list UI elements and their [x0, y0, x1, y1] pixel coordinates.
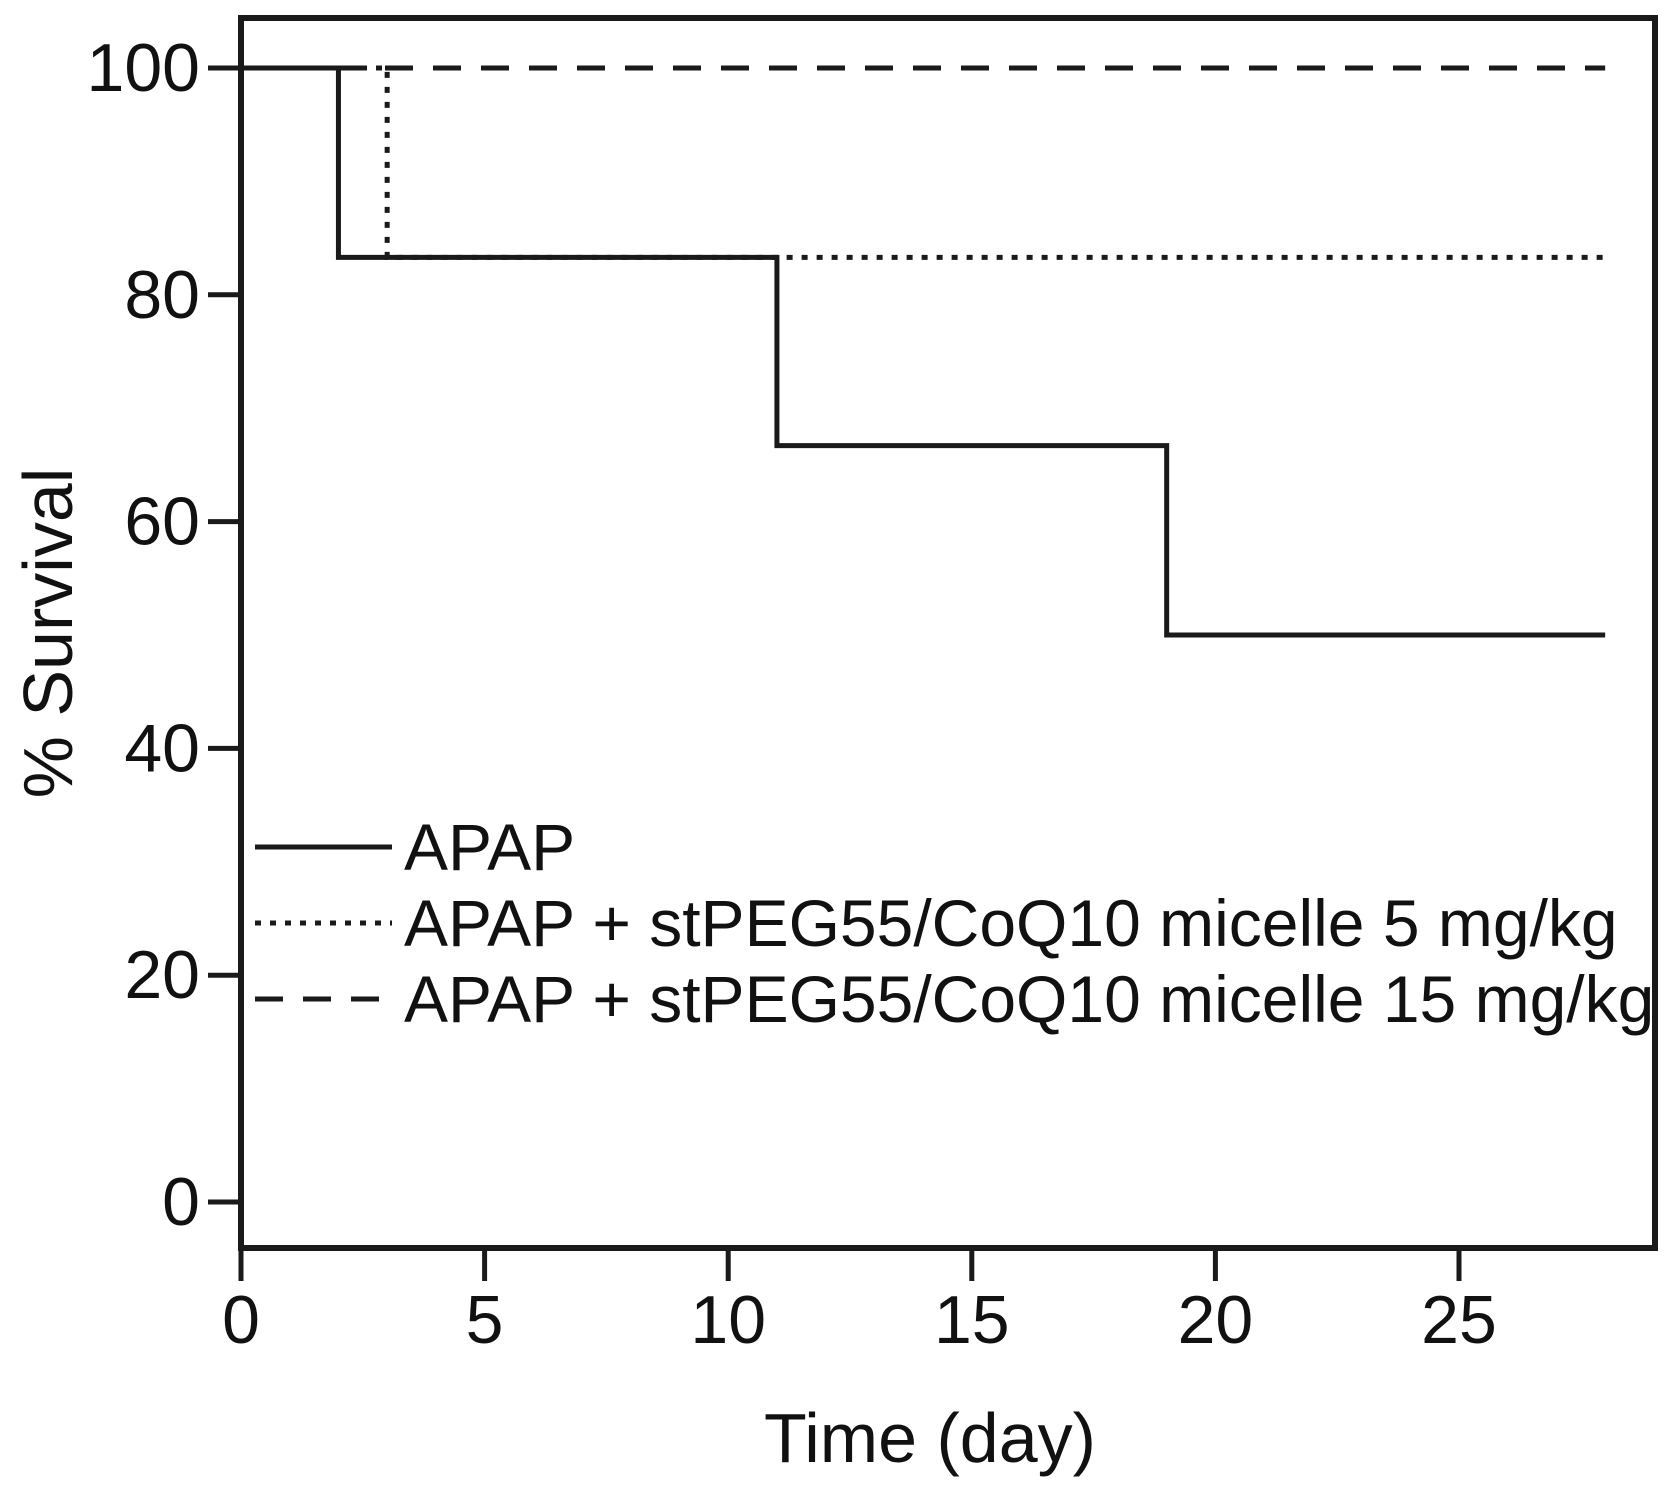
series-line-dotted	[241, 65, 1606, 260]
x-tick-label: 0	[222, 1282, 260, 1358]
y-tick-label: 80	[124, 257, 200, 333]
x-tick-label: 25	[1421, 1282, 1497, 1358]
x-axis-title: Time (day)	[764, 1399, 1096, 1477]
x-tick-label: 15	[934, 1282, 1010, 1358]
x-tick-label: 20	[1178, 1282, 1254, 1358]
legend-label: APAP	[404, 810, 575, 884]
x-axis-ticks: 0 5 10 15 20 25	[222, 1248, 1497, 1358]
legend-label: APAP + stPEG55/CoQ10 micelle 15 mg/kg	[404, 962, 1654, 1036]
y-tick-label: 0	[162, 1164, 200, 1240]
plot-frame	[238, 15, 1658, 1251]
series-line-solid	[241, 65, 1606, 638]
x-tick-label: 10	[690, 1282, 766, 1358]
legend-item: APAP + stPEG55/CoQ10 micelle 5 mg/kg	[255, 886, 1618, 960]
y-tick-label: 20	[124, 937, 200, 1013]
y-tick-label: 40	[124, 710, 200, 786]
legend-label: APAP + stPEG55/CoQ10 micelle 5 mg/kg	[404, 886, 1618, 960]
y-axis-ticks: 100 80 60 40 20 0	[87, 30, 241, 1240]
y-axis-title: % Survival	[9, 468, 87, 799]
x-tick-label: 5	[466, 1282, 504, 1358]
y-tick-label: 60	[124, 484, 200, 560]
legend-item: APAP	[255, 810, 575, 884]
series-lines	[241, 65, 1606, 638]
y-tick-label: 100	[87, 30, 200, 106]
legend-item: APAP + stPEG55/CoQ10 micelle 15 mg/kg	[255, 962, 1654, 1036]
